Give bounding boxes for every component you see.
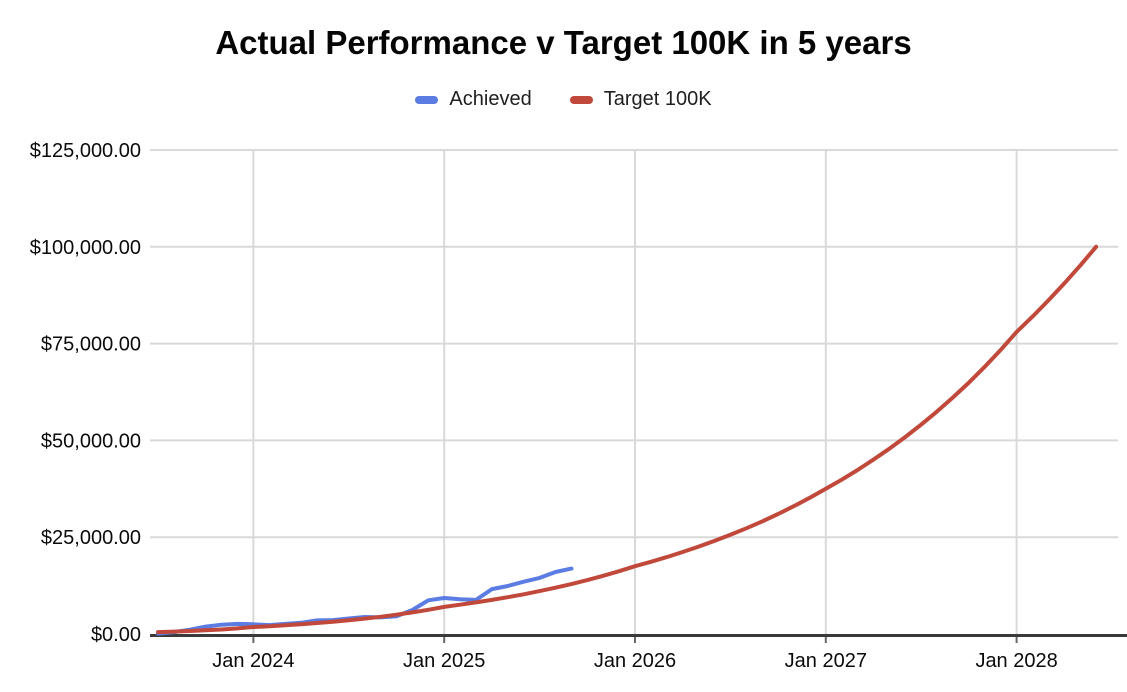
- legend-item-achieved[interactable]: Achieved: [415, 88, 532, 111]
- y-tick-label: $125,000.00: [30, 140, 141, 162]
- legend-item-target[interactable]: Target 100K: [569, 88, 712, 111]
- legend-label-target: Target 100K: [603, 88, 712, 110]
- x-tick-label: Jan 2028: [975, 650, 1057, 672]
- chart-legend: Achieved Target 100K: [0, 88, 1127, 111]
- x-tick-label: Jan 2024: [212, 650, 294, 672]
- achieved-series-swatch-icon: [415, 95, 439, 104]
- x-tick-label: Jan 2026: [594, 650, 676, 672]
- target-series-swatch-icon: [569, 95, 593, 104]
- y-tick-label: $0.00: [91, 624, 141, 646]
- y-tick-label: $50,000.00: [41, 430, 141, 452]
- achieved-series-line[interactable]: [156, 566, 574, 636]
- x-tick-label: Jan 2027: [785, 650, 867, 672]
- legend-label-achieved: Achieved: [449, 88, 532, 110]
- y-tick-label: $75,000.00: [41, 334, 141, 356]
- chart-title: Actual Performance v Target 100K in 5 ye…: [215, 24, 912, 61]
- y-tick-label: $100,000.00: [30, 237, 141, 259]
- x-tick-label: Jan 2025: [403, 650, 485, 672]
- y-tick-label: $25,000.00: [41, 527, 141, 549]
- target-series-line[interactable]: [156, 244, 1099, 635]
